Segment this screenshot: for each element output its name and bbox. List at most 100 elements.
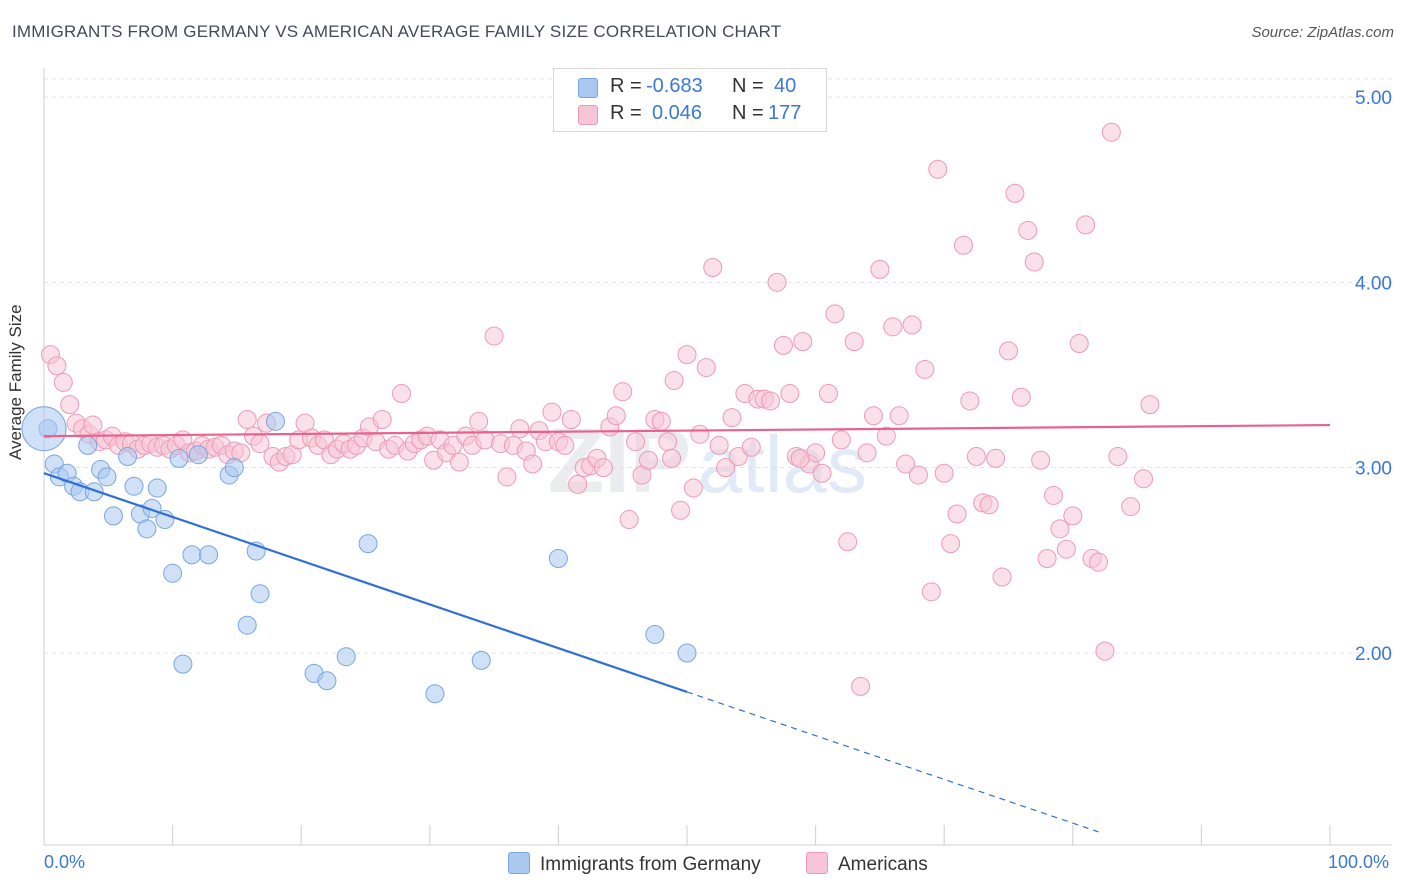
americans-point — [83, 415, 103, 435]
americans-point — [593, 458, 613, 478]
americans-point — [1140, 395, 1160, 415]
americans-point — [773, 335, 793, 355]
americans-point — [1056, 539, 1076, 559]
americans-point — [1024, 252, 1044, 272]
americans-point — [1069, 333, 1089, 353]
americans-point — [979, 495, 999, 515]
germany-point — [142, 498, 162, 518]
americans-points — [40, 122, 1160, 696]
legend-row-germany: R = -0.683 N = 40 — [554, 74, 826, 100]
germany-point — [103, 506, 123, 526]
americans-point — [716, 458, 736, 478]
americans-point — [1005, 183, 1025, 203]
bottom-legend-label: Immigrants from Germany — [540, 854, 761, 875]
germany-point — [265, 411, 285, 431]
americans-point — [638, 450, 658, 470]
bottom-legend-label: Americans — [838, 854, 928, 875]
americans-point — [443, 435, 463, 455]
americans-point — [683, 478, 703, 498]
americans-point — [1095, 641, 1115, 661]
americans-point — [876, 426, 896, 446]
legend-n-label: N = — [732, 75, 764, 97]
americans-point — [999, 341, 1018, 361]
americans-point — [761, 391, 781, 411]
correlation-legend: R = -0.683 N = 40 R = 0.046 N = 177 — [553, 68, 827, 132]
americans-point — [902, 315, 922, 335]
americans-point — [651, 411, 671, 431]
americans-point — [1108, 447, 1128, 467]
bottom-legend-americans: Americans — [806, 852, 928, 876]
grid-lines — [44, 78, 1392, 654]
americans-point — [934, 463, 954, 483]
americans-point — [941, 534, 961, 554]
legend-r-label: R = — [610, 75, 642, 97]
americans-point — [928, 159, 948, 179]
americans-point — [1011, 387, 1031, 407]
americans-point — [793, 332, 813, 352]
americans-point — [831, 430, 851, 450]
americans-point — [896, 454, 916, 474]
americans-point — [857, 443, 877, 463]
germany-point — [317, 671, 337, 691]
americans-point — [966, 447, 986, 467]
bottom-legend-germany: Immigrants from Germany — [508, 852, 761, 876]
americans-point — [1031, 450, 1051, 470]
germany-point — [21, 406, 67, 452]
y-tick-labels: 2.00 3.00 4.00 5.00 — [1355, 88, 1392, 665]
source-label: Source: ZipAtlas.com — [1251, 24, 1394, 41]
germany-point — [147, 478, 167, 498]
americans-point — [606, 406, 626, 426]
germany-point — [336, 647, 356, 667]
bottom-legend-swatch-americans — [806, 852, 828, 874]
legend-n-value: 177 — [768, 102, 802, 124]
y-tick-label: 2.00 — [1355, 644, 1392, 665]
americans-point — [818, 384, 838, 404]
americans-point — [664, 371, 684, 391]
axes — [43, 68, 1392, 846]
x-max-label: 100.0% — [1328, 852, 1390, 872]
americans-point — [908, 465, 928, 485]
americans-point — [921, 582, 941, 602]
americans-point — [722, 408, 742, 428]
americans-point — [237, 409, 257, 429]
legend-swatch-americans — [578, 105, 598, 125]
legend-n-value: 40 — [774, 75, 797, 97]
americans-point — [1089, 552, 1109, 572]
germany-point — [182, 545, 202, 565]
americans-point — [47, 356, 67, 376]
americans-point — [671, 500, 691, 520]
legend-r-value: 0.046 — [652, 102, 703, 124]
americans-point — [767, 272, 787, 292]
germany-points — [21, 406, 697, 704]
americans-point — [690, 424, 710, 444]
americans-point — [392, 384, 412, 404]
americans-point — [741, 437, 761, 457]
americans-point — [709, 435, 729, 455]
americans-point — [677, 345, 697, 365]
americans-point — [703, 258, 723, 278]
americans-point — [613, 382, 633, 402]
americans-point — [844, 332, 864, 352]
americans-point — [696, 358, 716, 378]
americans-point — [555, 435, 575, 455]
y-axis-title: Average Family Size — [6, 304, 25, 460]
germany-point — [78, 435, 98, 455]
americans-point — [883, 317, 903, 337]
americans-point — [915, 359, 935, 379]
americans-point — [542, 402, 562, 422]
germany-point — [137, 519, 157, 539]
americans-point — [568, 474, 588, 494]
americans-point — [1044, 485, 1064, 505]
americans-point — [484, 326, 504, 346]
americans-point — [960, 391, 980, 411]
germany-point — [677, 643, 697, 663]
americans-point — [53, 372, 73, 392]
americans-point — [662, 448, 682, 468]
germany-point — [163, 563, 183, 583]
germany-point — [199, 545, 219, 565]
trend-lines — [43, 423, 1331, 833]
americans-point — [812, 463, 832, 483]
germany-point — [173, 654, 193, 674]
americans-point — [1101, 122, 1121, 142]
